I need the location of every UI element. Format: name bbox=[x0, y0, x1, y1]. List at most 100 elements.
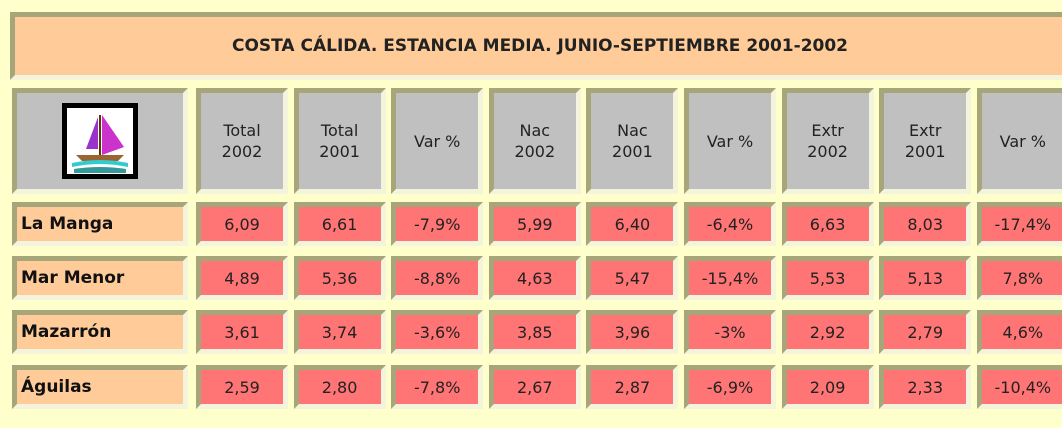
data-cell: 4,89 bbox=[196, 256, 288, 300]
header-line: Var % bbox=[999, 131, 1046, 151]
header-line: 2001 bbox=[612, 142, 653, 161]
data-cell: 3,96 bbox=[586, 310, 679, 354]
data-cell: 2,59 bbox=[196, 365, 288, 409]
data-cell: -17,4% bbox=[976, 202, 1062, 246]
logo-cell bbox=[12, 88, 188, 194]
header-line: 2002 bbox=[807, 142, 848, 161]
row-label-text: Mazarrón bbox=[21, 321, 112, 342]
data-cell: 2,79 bbox=[879, 310, 972, 354]
cell-text: -7,8% bbox=[413, 377, 461, 397]
data-cell: 3,85 bbox=[488, 310, 581, 354]
header-line: Nac bbox=[519, 121, 551, 140]
data-cell: -6,9% bbox=[684, 365, 776, 409]
cell-text: 2,79 bbox=[907, 322, 943, 342]
data-cell: 3,61 bbox=[196, 310, 288, 354]
data-cell: 2,67 bbox=[488, 365, 581, 409]
row-label: Mar Menor bbox=[12, 256, 188, 300]
row-label: La Manga bbox=[12, 202, 188, 246]
cell-text: 3,61 bbox=[224, 322, 260, 342]
cell-text: 7,8% bbox=[1002, 268, 1044, 288]
header-line: 2001 bbox=[904, 142, 946, 161]
column-header: Var % bbox=[976, 88, 1062, 194]
cell-text: -17,4% bbox=[994, 214, 1052, 234]
column-header: Var % bbox=[391, 88, 484, 194]
row-label: Mazarrón bbox=[12, 310, 188, 354]
data-cell: 5,53 bbox=[781, 256, 874, 300]
cell-text: 3,85 bbox=[516, 322, 553, 342]
cell-text: 2,80 bbox=[321, 377, 358, 397]
header-line: 2002 bbox=[221, 142, 263, 161]
cell-text: 6,09 bbox=[224, 214, 260, 234]
data-cell: 6,61 bbox=[293, 202, 386, 246]
column-header: Nac 2002 bbox=[488, 88, 581, 194]
data-cell: -3% bbox=[684, 310, 776, 354]
column-header: Nac 2001 bbox=[586, 88, 679, 194]
row-label-text: Mar Menor bbox=[21, 267, 125, 288]
cell-text: 2,09 bbox=[809, 377, 846, 397]
data-cell: -6,4% bbox=[684, 202, 776, 246]
column-header: Extr 2002 bbox=[781, 88, 874, 194]
cell-text: 5,53 bbox=[809, 268, 846, 288]
row-label-text: La Manga bbox=[21, 213, 114, 234]
data-cell: -10,4% bbox=[976, 365, 1062, 409]
header-line: Extr bbox=[811, 121, 844, 140]
cell-text: 3,96 bbox=[614, 322, 651, 342]
data-cell: 5,47 bbox=[586, 256, 679, 300]
table-title: COSTA CÁLIDA. ESTANCIA MEDIA. JUNIO-SEPT… bbox=[10, 12, 1062, 80]
column-header: Extr 2001 bbox=[879, 88, 972, 194]
data-cell: 5,36 bbox=[293, 256, 386, 300]
cell-text: -7,9% bbox=[413, 214, 461, 234]
data-cell: 2,92 bbox=[781, 310, 874, 354]
cell-text: 2,67 bbox=[516, 377, 553, 397]
data-cell: -3,6% bbox=[391, 310, 484, 354]
data-cell: -15,4% bbox=[684, 256, 776, 300]
cell-text: 2,92 bbox=[809, 322, 846, 342]
cell-text: 2,33 bbox=[907, 377, 943, 397]
row-label: Águilas bbox=[12, 365, 188, 409]
header-line: Var % bbox=[706, 131, 754, 151]
header-line: Nac bbox=[617, 121, 648, 140]
data-cell: 2,09 bbox=[781, 365, 874, 409]
cell-text: 4,89 bbox=[224, 268, 260, 288]
header-line: Var % bbox=[414, 131, 461, 151]
cell-text: 5,99 bbox=[516, 214, 553, 234]
cell-text: -6,9% bbox=[706, 377, 754, 397]
cell-text: -8,8% bbox=[413, 268, 461, 288]
cell-text: 5,13 bbox=[907, 268, 943, 288]
header-line: Total bbox=[320, 121, 359, 140]
title-text: COSTA CÁLIDA. ESTANCIA MEDIA. JUNIO-SEPT… bbox=[231, 35, 849, 56]
data-cell: 6,63 bbox=[781, 202, 874, 246]
cell-text: 2,59 bbox=[224, 377, 260, 397]
data-cell: -7,9% bbox=[391, 202, 484, 246]
data-cell: 4,6% bbox=[976, 310, 1062, 354]
cell-text: 2,87 bbox=[614, 377, 651, 397]
cell-text: 6,40 bbox=[614, 214, 651, 234]
cell-text: 5,36 bbox=[321, 268, 358, 288]
cell-text: -6,4% bbox=[706, 214, 754, 234]
header-line: Extr bbox=[908, 121, 942, 140]
data-cell: -7,8% bbox=[391, 365, 484, 409]
column-header: Total 2001 bbox=[293, 88, 386, 194]
cell-text: 4,6% bbox=[1002, 322, 1044, 342]
column-header: Var % bbox=[684, 88, 776, 194]
cell-text: -15,4% bbox=[701, 268, 759, 288]
data-cell: 4,63 bbox=[488, 256, 581, 300]
data-cell: 3,74 bbox=[293, 310, 386, 354]
data-cell: 2,33 bbox=[879, 365, 972, 409]
cell-text: 4,63 bbox=[516, 268, 553, 288]
row-label-text: Águilas bbox=[21, 376, 92, 397]
data-cell: 2,80 bbox=[293, 365, 386, 409]
data-cell: 6,09 bbox=[196, 202, 288, 246]
cell-text: 6,63 bbox=[809, 214, 846, 234]
header-line: 2002 bbox=[514, 142, 556, 161]
data-cell: 5,99 bbox=[488, 202, 581, 246]
logo-icon bbox=[62, 103, 138, 179]
cell-text: 6,61 bbox=[321, 214, 358, 234]
cell-text: -3,6% bbox=[413, 322, 461, 342]
cell-text: -10,4% bbox=[994, 377, 1052, 397]
data-cell: 7,8% bbox=[976, 256, 1062, 300]
header-line: 2001 bbox=[319, 142, 360, 161]
data-cell: 2,87 bbox=[586, 365, 679, 409]
cell-text: 8,03 bbox=[907, 214, 943, 234]
